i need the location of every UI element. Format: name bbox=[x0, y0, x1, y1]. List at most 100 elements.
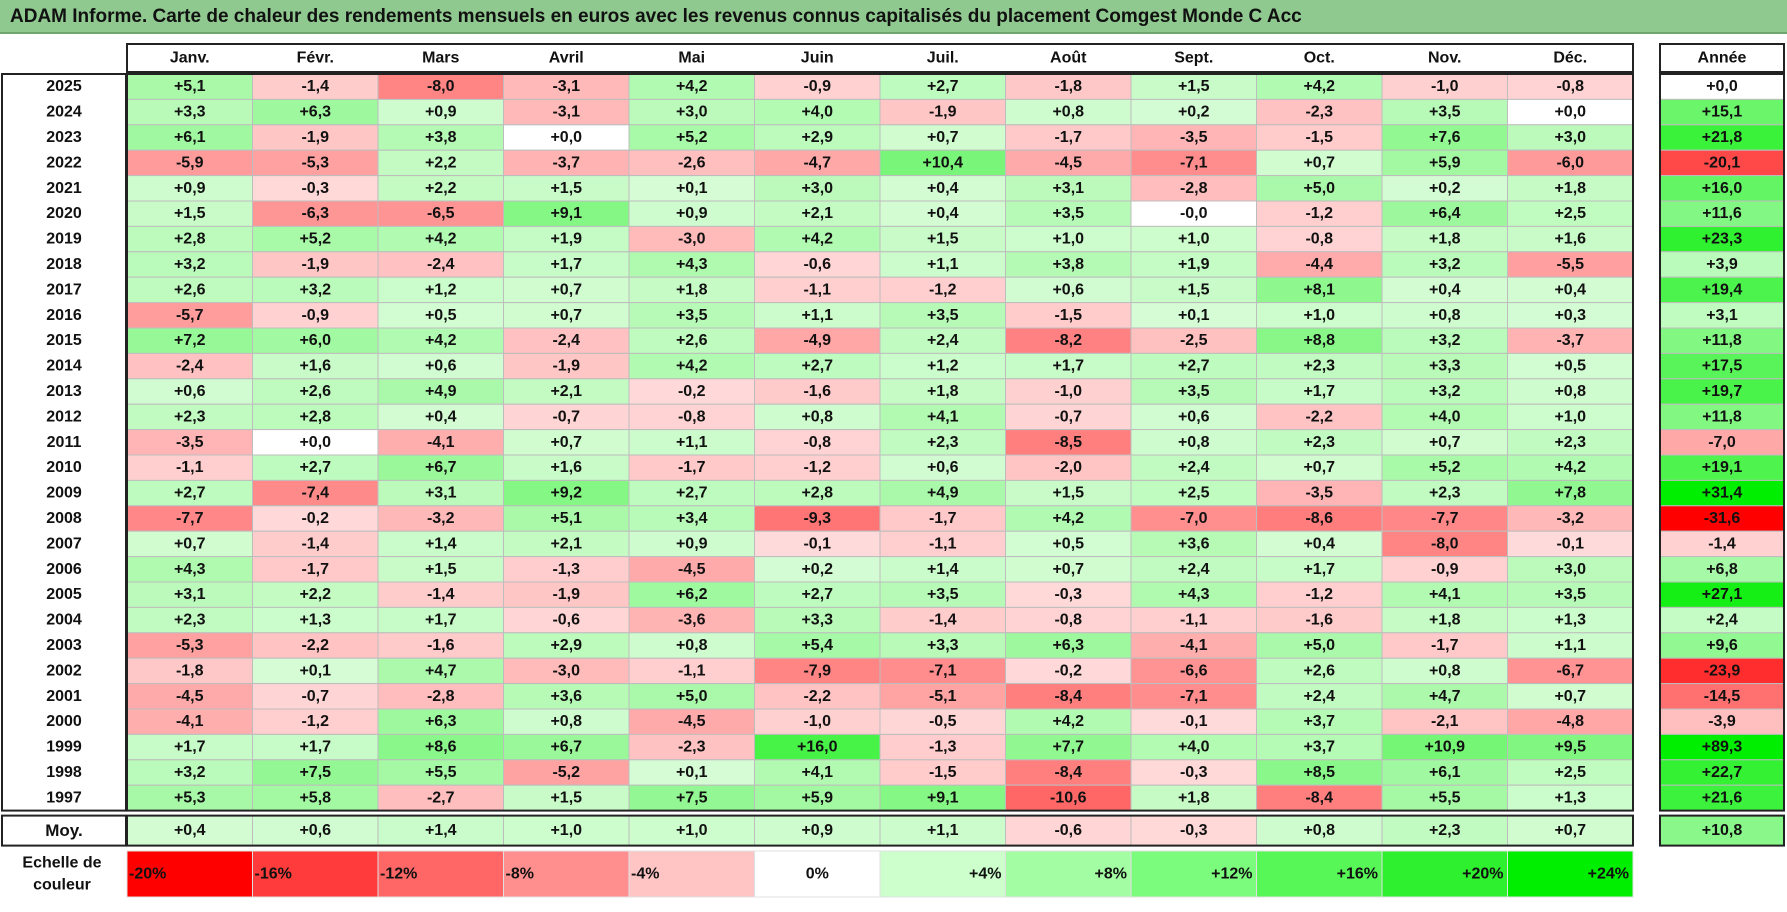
cell-value: +2,7 bbox=[676, 485, 708, 502]
annual-value: +15,1 bbox=[1702, 104, 1743, 121]
row-year-label: 2001 bbox=[46, 688, 82, 705]
cell-value: +5,9 bbox=[801, 789, 833, 806]
cell-value: +1,1 bbox=[676, 434, 708, 451]
cell-value: +2,3 bbox=[1303, 434, 1335, 451]
cell-value: +3,1 bbox=[1052, 180, 1084, 197]
heatmap-cell bbox=[503, 657, 630, 685]
column-header: Oct. bbox=[1304, 50, 1335, 67]
cell-value: +1,3 bbox=[1554, 789, 1586, 806]
cell-value: -2,4 bbox=[427, 256, 455, 273]
cell-value: +1,7 bbox=[1303, 383, 1335, 400]
heatmap-cell bbox=[503, 98, 630, 126]
cell-value: +3,0 bbox=[801, 180, 833, 197]
cell-value: -0,0 bbox=[1180, 205, 1208, 222]
cell-value: +3,3 bbox=[801, 612, 833, 629]
annual-value: -14,5 bbox=[1704, 688, 1741, 705]
cell-value: +0,0 bbox=[299, 434, 331, 451]
heatmap-cell bbox=[252, 505, 379, 532]
cell-value: +0,1 bbox=[676, 764, 708, 781]
cell-value: +3,5 bbox=[676, 307, 708, 324]
average-value: +0,9 bbox=[801, 822, 833, 839]
heatmap-cell bbox=[377, 251, 504, 278]
cell-value: +5,5 bbox=[1429, 789, 1461, 806]
cell-value: -0,3 bbox=[301, 180, 329, 197]
heatmap-cell bbox=[1507, 276, 1634, 304]
heatmap-cell bbox=[377, 352, 504, 380]
cell-value: -0,9 bbox=[803, 78, 831, 95]
cell-value: -2,3 bbox=[678, 739, 706, 756]
cell-value: +0,9 bbox=[174, 180, 206, 197]
cell-value: +2,8 bbox=[801, 485, 833, 502]
heatmap-cell bbox=[1507, 149, 1634, 177]
row-year-label: 2003 bbox=[46, 637, 82, 654]
cell-value: +2,2 bbox=[299, 586, 331, 603]
cell-value: +7,5 bbox=[676, 789, 708, 806]
annual-cell bbox=[1659, 505, 1785, 532]
heatmap-cell bbox=[754, 454, 881, 481]
cell-value: +5,8 bbox=[299, 789, 331, 806]
scale-swatch bbox=[1507, 850, 1634, 898]
heatmap-cell bbox=[1381, 784, 1508, 812]
cell-value: -6,6 bbox=[1180, 662, 1208, 679]
heatmap-cell bbox=[126, 657, 253, 685]
heatmap-cell bbox=[628, 479, 755, 507]
cell-value: -0,7 bbox=[552, 408, 580, 425]
cell-value: +1,5 bbox=[1178, 281, 1210, 298]
heatmap-cell bbox=[628, 429, 755, 456]
heatmap-cell bbox=[1130, 149, 1257, 177]
heatmap-cell bbox=[1256, 225, 1383, 253]
row-year-label: 2008 bbox=[46, 510, 82, 527]
column-header: Nov. bbox=[1428, 50, 1461, 67]
heatmap-cell bbox=[503, 505, 630, 532]
heatmap-cell bbox=[377, 98, 504, 126]
heatmap-cell bbox=[252, 556, 379, 583]
heatmap-cell bbox=[879, 225, 1006, 253]
heatmap-cell bbox=[1005, 98, 1132, 126]
year-label-border bbox=[1, 73, 127, 812]
heatmap-cell bbox=[754, 632, 881, 659]
heatmap-cell bbox=[503, 276, 630, 304]
average-cell bbox=[1130, 815, 1257, 847]
cell-value: -1,5 bbox=[1054, 307, 1082, 324]
heatmap-cell bbox=[879, 302, 1006, 329]
cell-value: -1,2 bbox=[929, 281, 957, 298]
average-value: -0,3 bbox=[1180, 822, 1208, 839]
heatmap-cell bbox=[879, 98, 1006, 126]
cell-value: +0,8 bbox=[801, 408, 833, 425]
cell-value: +8,8 bbox=[1303, 332, 1335, 349]
scale-value-label: +16% bbox=[1337, 866, 1378, 883]
cell-value: +1,2 bbox=[927, 358, 959, 375]
cell-value: +0,2 bbox=[1429, 180, 1461, 197]
average-cell bbox=[1381, 815, 1508, 847]
cell-value: +6,0 bbox=[299, 332, 331, 349]
heatmap-cell bbox=[252, 759, 379, 786]
row-year-label: 2007 bbox=[46, 535, 82, 552]
heatmap-cell bbox=[252, 581, 379, 608]
chart-title: ADAM Informe. Carte de chaleur des rende… bbox=[10, 6, 1302, 27]
cell-value: -1,4 bbox=[929, 612, 957, 629]
cell-value: -0,7 bbox=[1054, 408, 1082, 425]
average-cell bbox=[503, 815, 630, 847]
cell-value: -4,1 bbox=[1180, 637, 1208, 654]
heatmap-cell bbox=[628, 733, 755, 761]
heatmap-cell bbox=[503, 251, 630, 278]
cell-value: +2,6 bbox=[299, 383, 331, 400]
average-value: +0,7 bbox=[1554, 822, 1586, 839]
cell-value: +5,3 bbox=[174, 789, 206, 806]
cell-value: +1,6 bbox=[550, 459, 582, 476]
cell-value: +4,2 bbox=[1303, 78, 1335, 95]
cell-value: -1,7 bbox=[301, 561, 329, 578]
cell-value: +3,0 bbox=[1554, 561, 1586, 578]
heatmap-cell bbox=[1256, 302, 1383, 329]
cell-value: -4,5 bbox=[678, 713, 706, 730]
heatmap-cell bbox=[1130, 225, 1257, 253]
heatmap-cell bbox=[879, 632, 1006, 659]
cell-value: +2,9 bbox=[801, 129, 833, 146]
heatmap-cell bbox=[1381, 352, 1508, 380]
row-year-label: 2004 bbox=[46, 612, 82, 629]
year-column-header: Année bbox=[1698, 50, 1747, 67]
row-year-label: 2002 bbox=[46, 662, 82, 679]
cell-value: -1,1 bbox=[1180, 612, 1208, 629]
average-border bbox=[126, 814, 1634, 847]
cell-value: +7,6 bbox=[1429, 129, 1461, 146]
